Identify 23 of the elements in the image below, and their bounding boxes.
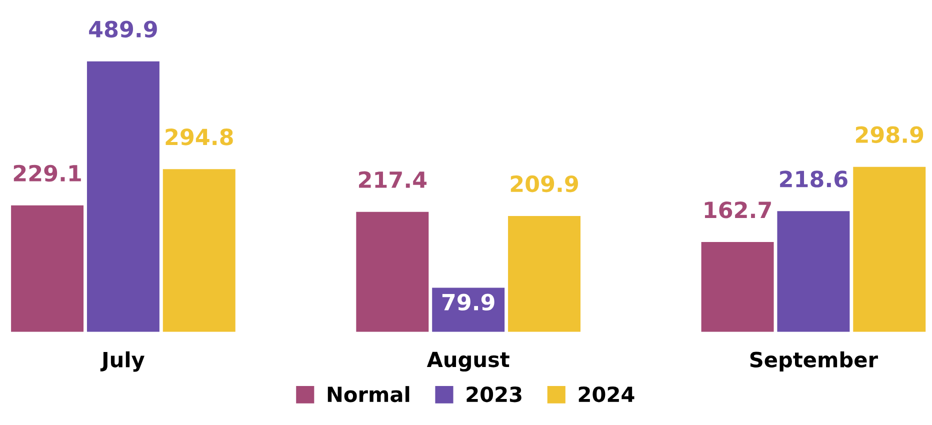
legend-label: Normal <box>328 386 410 402</box>
bar <box>162 169 236 332</box>
bar <box>86 61 160 332</box>
x-tick-label: September <box>750 351 878 372</box>
legend-label: 2024 <box>578 386 634 402</box>
data-label: 209.9 <box>510 175 578 192</box>
data-label: 489.9 <box>89 20 157 38</box>
bar <box>356 212 429 332</box>
legend-label: 2023 <box>466 386 522 402</box>
bar <box>11 205 84 332</box>
data-label: 79.9 <box>442 294 494 311</box>
bar <box>853 166 926 332</box>
data-label: 229.1 <box>14 164 81 182</box>
data-label: 298.9 <box>856 126 924 144</box>
bar <box>701 242 774 332</box>
x-tick-label: August <box>426 352 510 372</box>
data-label: 217.4 <box>359 171 427 188</box>
data-label: 162.7 <box>704 201 771 218</box>
data-label: 218.6 <box>780 170 848 188</box>
bar <box>777 211 850 332</box>
x-tick-label: July <box>100 351 144 372</box>
data-label: 294.8 <box>166 128 233 146</box>
bar <box>508 216 580 332</box>
